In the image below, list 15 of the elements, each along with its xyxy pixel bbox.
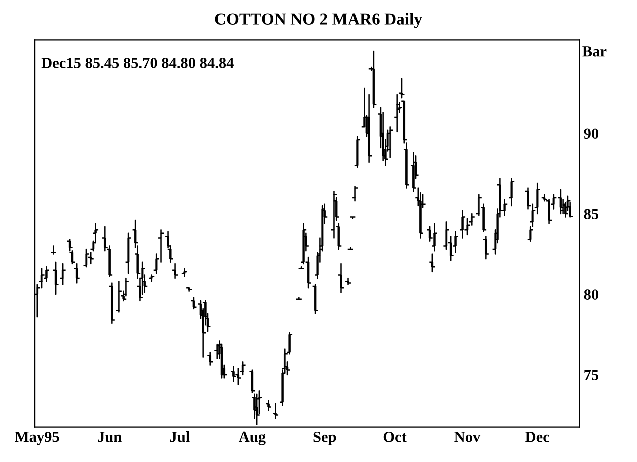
x-tick-label: Jul	[170, 432, 190, 442]
x-tick-label: Nov	[454, 432, 481, 442]
y-tick-label: 90	[584, 128, 599, 140]
annotation: Dec15 85.45 85.70 84.80 84.84	[42, 58, 234, 68]
y-tick-label: 80	[584, 290, 599, 300]
y-axis-title: Bar	[582, 46, 607, 57]
chart-title: COTTON NO 2 MAR6 Daily	[215, 13, 422, 28]
x-tick-label: May95	[15, 432, 60, 446]
x-tick-label: Oct	[384, 432, 407, 442]
x-tick-label: Jun	[98, 432, 122, 442]
x-tick-label: Dec	[526, 432, 550, 442]
x-tick-label: Aug	[238, 432, 266, 446]
y-tick-label: 75	[584, 370, 599, 380]
y-tick-label: 85	[584, 209, 599, 220]
x-tick-label: Sep	[314, 432, 336, 446]
